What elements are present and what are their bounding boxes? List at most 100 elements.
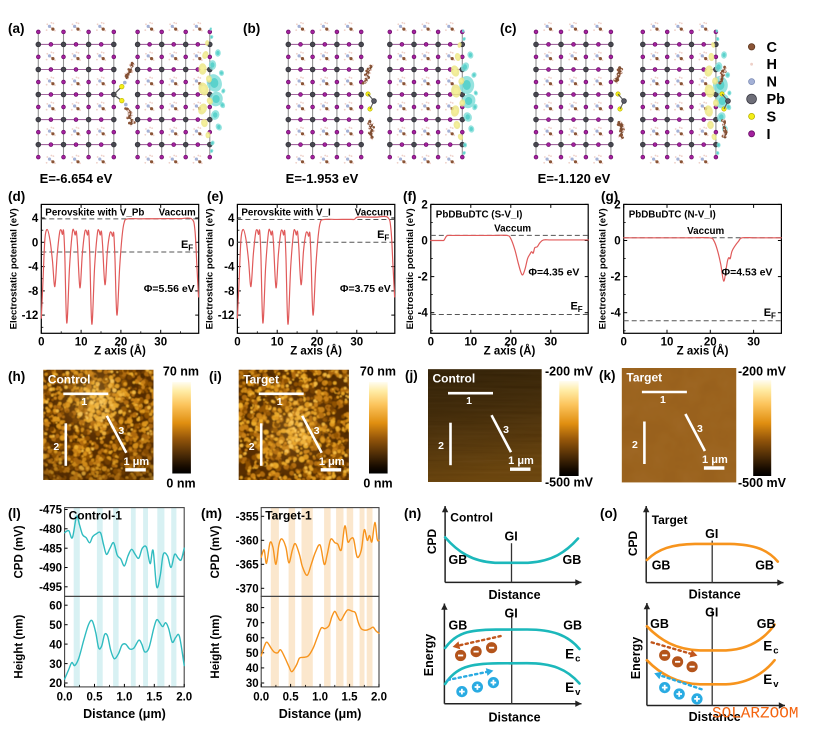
svg-text:(o): (o) bbox=[600, 506, 617, 521]
svg-text:2: 2 bbox=[421, 199, 427, 211]
svg-text:Φ=3.75 eV: Φ=3.75 eV bbox=[340, 283, 391, 295]
svg-text:(g): (g) bbox=[601, 189, 618, 204]
svg-text:4: 4 bbox=[228, 213, 235, 225]
svg-text:0 nm: 0 nm bbox=[166, 477, 195, 491]
svg-text:-500 mV: -500 mV bbox=[545, 476, 594, 490]
svg-text:1.5: 1.5 bbox=[342, 691, 359, 703]
svg-text:F: F bbox=[384, 234, 389, 243]
svg-text:Vaccum: Vaccum bbox=[355, 207, 392, 218]
svg-text:70: 70 bbox=[246, 618, 259, 630]
svg-text:Pb: Pb bbox=[767, 92, 786, 108]
svg-text:GB: GB bbox=[449, 553, 468, 567]
svg-text:30: 30 bbox=[544, 336, 557, 348]
svg-text:GB: GB bbox=[755, 559, 774, 573]
svg-text:-4: -4 bbox=[224, 262, 235, 274]
svg-text:Perovskite with V_I: Perovskite with V_I bbox=[241, 207, 331, 218]
svg-text:-8: -8 bbox=[224, 286, 235, 298]
svg-text:0.5: 0.5 bbox=[87, 691, 104, 703]
svg-text:E=-1.120 eV: E=-1.120 eV bbox=[538, 171, 611, 186]
svg-text:-490: -490 bbox=[39, 563, 62, 575]
svg-text:E: E bbox=[377, 229, 384, 241]
svg-text:20: 20 bbox=[704, 336, 717, 348]
svg-text:GB: GB bbox=[563, 553, 582, 567]
svg-text:3: 3 bbox=[314, 425, 320, 437]
svg-text:(j): (j) bbox=[405, 368, 418, 383]
svg-text:Vaccum: Vaccum bbox=[494, 223, 531, 234]
svg-text:E=-1.953 eV: E=-1.953 eV bbox=[286, 171, 359, 186]
svg-text:3: 3 bbox=[503, 424, 509, 436]
svg-text:Target-1: Target-1 bbox=[265, 509, 312, 523]
svg-text:E: E bbox=[763, 672, 772, 687]
svg-text:1: 1 bbox=[660, 394, 666, 406]
svg-text:Vaccum: Vaccum bbox=[159, 207, 196, 218]
svg-text:(d): (d) bbox=[8, 189, 25, 204]
svg-text:10: 10 bbox=[75, 336, 88, 348]
svg-text:(h): (h) bbox=[8, 369, 25, 384]
svg-text:Energy: Energy bbox=[629, 637, 643, 679]
svg-text:0: 0 bbox=[428, 336, 434, 348]
svg-text:(b): (b) bbox=[243, 21, 260, 36]
svg-text:E: E bbox=[763, 639, 772, 654]
svg-text:-200 mV: -200 mV bbox=[738, 365, 787, 379]
svg-text:(l): (l) bbox=[8, 506, 21, 521]
svg-text:Electrostatic potential (eV): Electrostatic potential (eV) bbox=[405, 208, 416, 329]
svg-text:Perovskite with V_Pb: Perovskite with V_Pb bbox=[45, 207, 144, 218]
svg-text:1.5: 1.5 bbox=[146, 691, 163, 703]
svg-text:Electrostatic potential (eV): Electrostatic potential (eV) bbox=[8, 208, 19, 329]
svg-text:0: 0 bbox=[234, 336, 240, 348]
svg-text:(c): (c) bbox=[500, 21, 517, 36]
svg-text:Z axis (Å): Z axis (Å) bbox=[94, 344, 146, 357]
svg-text:-495: -495 bbox=[39, 582, 63, 594]
svg-text:Height (nm): Height (nm) bbox=[14, 615, 26, 679]
svg-text:70 nm: 70 nm bbox=[360, 365, 396, 379]
svg-text:(i): (i) bbox=[209, 369, 222, 384]
svg-text:1: 1 bbox=[81, 396, 87, 408]
svg-text:Distance: Distance bbox=[689, 588, 741, 602]
svg-text:10: 10 bbox=[661, 336, 674, 348]
svg-text:E: E bbox=[764, 307, 771, 319]
svg-text:2: 2 bbox=[53, 441, 59, 453]
svg-text:2: 2 bbox=[632, 439, 638, 451]
svg-text:E: E bbox=[565, 647, 574, 662]
svg-text:F: F bbox=[578, 305, 583, 314]
svg-text:I: I bbox=[767, 127, 771, 143]
svg-text:Φ=5.56 eV: Φ=5.56 eV bbox=[144, 283, 195, 295]
svg-text:E: E bbox=[565, 680, 574, 695]
svg-text:10: 10 bbox=[271, 336, 284, 348]
svg-text:(n): (n) bbox=[404, 506, 421, 521]
svg-text:Target: Target bbox=[652, 513, 688, 527]
svg-text:(m): (m) bbox=[201, 506, 222, 521]
svg-text:Control: Control bbox=[433, 372, 476, 386]
svg-text:-370: -370 bbox=[236, 584, 259, 596]
svg-text:50: 50 bbox=[246, 648, 259, 660]
svg-text:3: 3 bbox=[697, 423, 703, 435]
svg-text:0.5: 0.5 bbox=[283, 691, 300, 703]
svg-text:v: v bbox=[773, 679, 779, 690]
svg-text:Target: Target bbox=[243, 372, 279, 386]
svg-text:30: 30 bbox=[747, 336, 760, 348]
svg-text:GB: GB bbox=[757, 617, 776, 631]
svg-text:-475: -475 bbox=[39, 505, 63, 517]
svg-text:Φ=4.53 eV: Φ=4.53 eV bbox=[721, 267, 772, 279]
svg-text:80: 80 bbox=[246, 603, 259, 615]
svg-text:c: c bbox=[773, 646, 778, 657]
svg-text:C: C bbox=[767, 40, 778, 56]
svg-text:0: 0 bbox=[620, 336, 626, 348]
svg-text:-355: -355 bbox=[236, 512, 260, 524]
svg-text:0.0: 0.0 bbox=[57, 691, 73, 703]
svg-text:CPD: CPD bbox=[626, 531, 640, 557]
svg-text:E: E bbox=[571, 301, 578, 313]
svg-text:GB: GB bbox=[652, 559, 671, 573]
svg-text:GB: GB bbox=[449, 619, 468, 633]
svg-text:40: 40 bbox=[49, 639, 62, 651]
svg-text:-365: -365 bbox=[236, 560, 260, 572]
svg-text:-485: -485 bbox=[39, 543, 63, 555]
svg-text:2: 2 bbox=[614, 199, 620, 211]
svg-text:(e): (e) bbox=[207, 189, 224, 204]
svg-text:CPD (mV): CPD (mV) bbox=[210, 525, 222, 578]
svg-text:GI: GI bbox=[505, 530, 518, 544]
svg-text:CPD (mV): CPD (mV) bbox=[14, 525, 26, 578]
svg-text:4: 4 bbox=[32, 213, 39, 225]
svg-text:Energy: Energy bbox=[422, 634, 436, 676]
svg-text:30: 30 bbox=[350, 336, 363, 348]
